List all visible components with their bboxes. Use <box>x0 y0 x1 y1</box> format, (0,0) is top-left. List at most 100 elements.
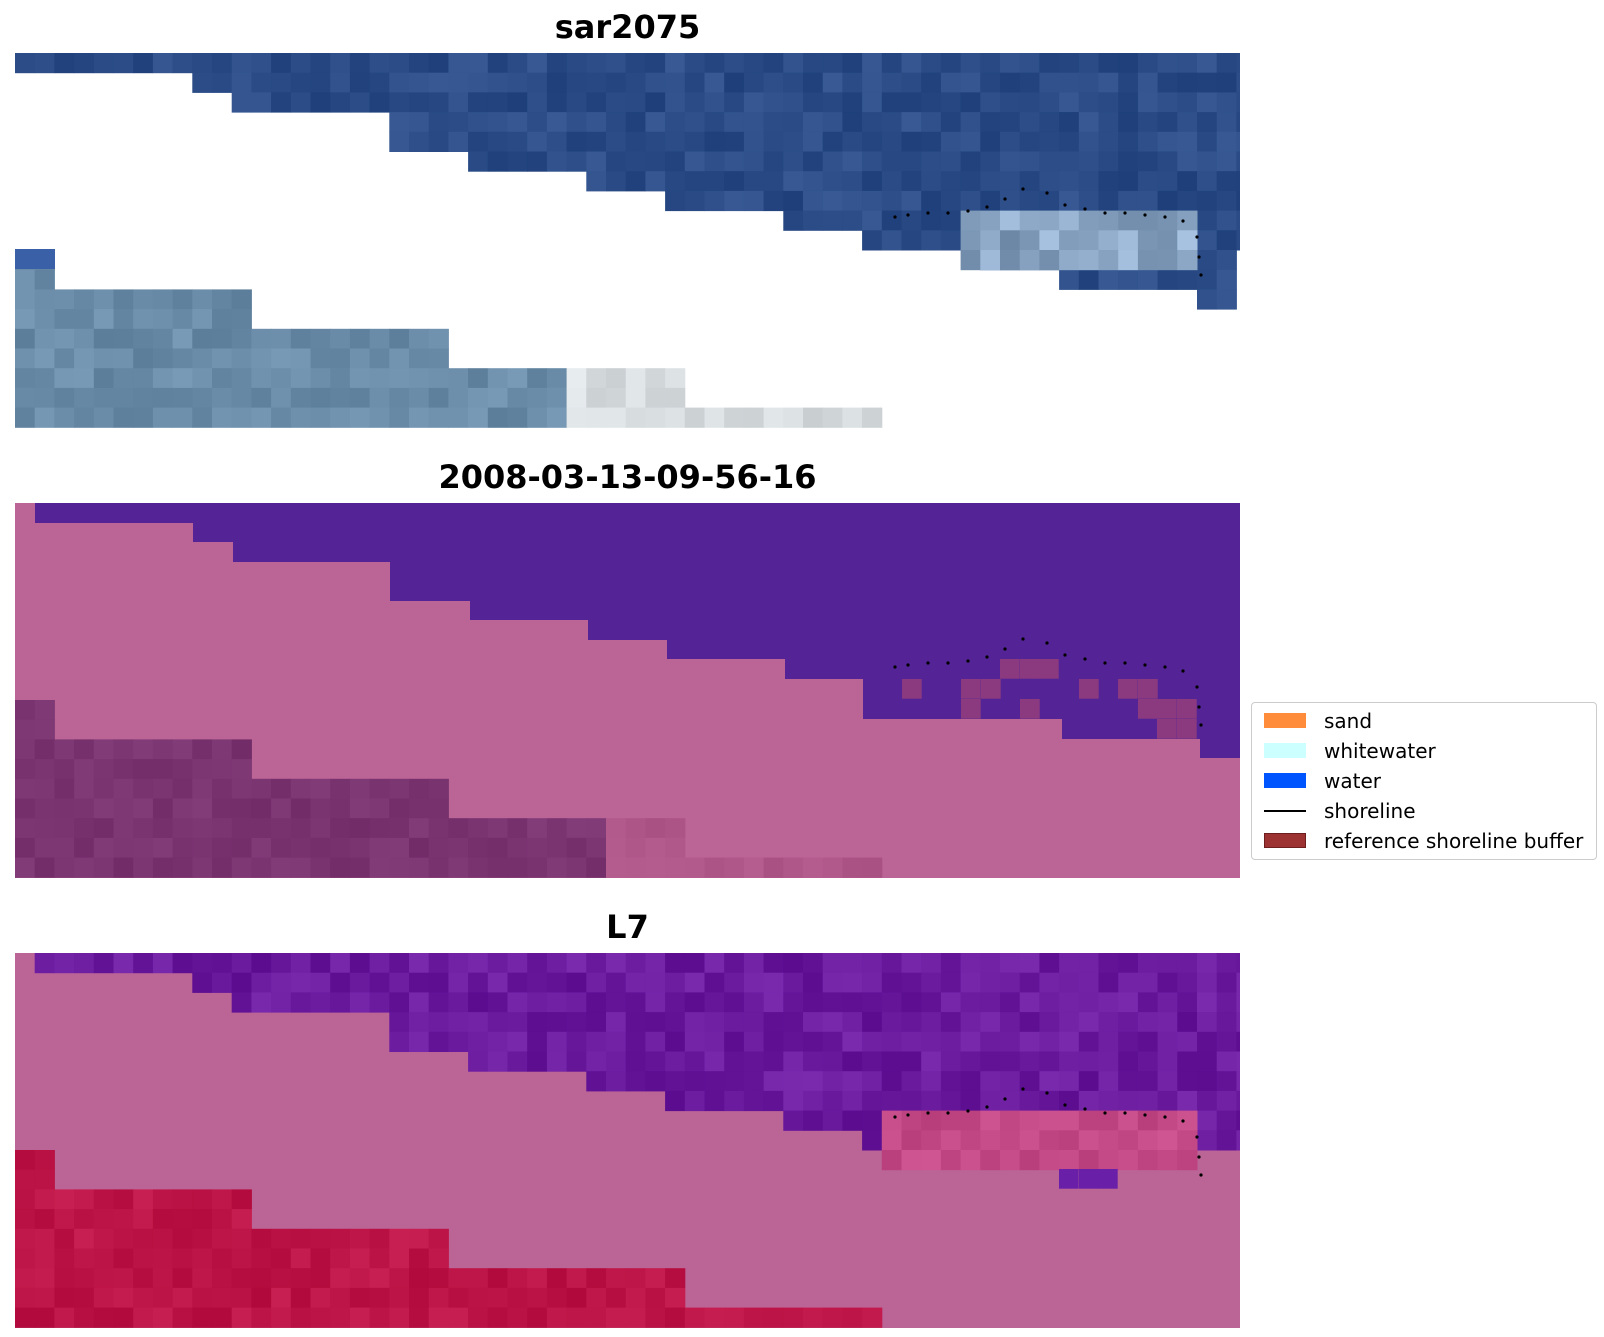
l7-red-pixel <box>231 1307 252 1328</box>
l7-sea-pixel <box>980 972 1001 993</box>
sar-water-pixel <box>606 53 627 74</box>
sar-water-pixel <box>645 151 666 172</box>
sar-water-pixel <box>1118 72 1139 93</box>
l7-red-pixel <box>310 1307 331 1328</box>
l7-sea-pixel <box>1137 1051 1159 1072</box>
sar-shallow-pixel <box>113 407 134 428</box>
l7-sea-pixel <box>684 1031 705 1052</box>
sar-water-pixel <box>54 53 75 74</box>
sar-water-pixel <box>527 151 548 172</box>
sar-water-pixel <box>586 131 607 152</box>
l7-buffer-pixel <box>1098 1150 1119 1171</box>
l7-red-pixel <box>468 1307 489 1328</box>
sar-water-pixel <box>1157 53 1178 74</box>
buffer-pixel <box>231 818 252 839</box>
sar-shallow-pixel <box>133 368 154 389</box>
sar-water-pixel <box>606 72 627 93</box>
sar-shallow-pixel <box>546 368 568 389</box>
sar-water-pixel <box>704 131 725 152</box>
sar-water-pixel <box>862 92 883 113</box>
l7-sea-pixel <box>546 1051 568 1072</box>
l7-sea-pixel <box>192 972 213 993</box>
l7-sea-pixel <box>1098 953 1119 974</box>
l7-sea-pixel <box>940 1090 962 1112</box>
buffer-pixel <box>251 857 272 878</box>
sar-water-pixel <box>842 112 863 133</box>
sar-shallow-pixel <box>74 309 95 330</box>
l7-sea-pixel <box>1118 1071 1139 1092</box>
buffer-pixel <box>428 778 449 799</box>
buffer-pixel <box>152 837 174 859</box>
buffer-pixel <box>133 798 154 819</box>
l7-sea-pixel <box>980 953 1001 974</box>
l7-sea-pixel <box>645 1031 666 1052</box>
l7-red-pixel <box>428 1268 449 1289</box>
sar-water-pixel <box>1197 289 1218 310</box>
l7-buffer-pixel <box>1000 1150 1021 1171</box>
sar-water-pixel <box>625 72 646 93</box>
sar-water-pixel <box>980 92 1001 113</box>
sar-shallow-pixel <box>310 328 331 349</box>
buffer-pixel <box>15 700 36 721</box>
l7-sea-pixel <box>1157 1090 1178 1112</box>
sar-shallow-pixel <box>409 328 430 349</box>
sar-white-pixel <box>763 407 784 428</box>
l7-red-pixel <box>665 1268 686 1289</box>
sar-water-pixel <box>349 92 371 113</box>
sar-water-pixel <box>743 92 765 113</box>
sar-shallow-pixel <box>192 348 213 369</box>
sar-water-pixel <box>1197 210 1218 231</box>
buffer-pixel <box>15 739 36 760</box>
buffer-pixel <box>172 778 193 799</box>
sar-water-pixel <box>625 151 646 172</box>
l7-red-pixel <box>113 1209 134 1230</box>
sar-shallow-pixel <box>428 407 449 428</box>
l7-sea-pixel <box>645 1051 666 1072</box>
sar-water-pixel <box>940 112 962 133</box>
buffer-pixel <box>290 837 311 859</box>
l7-red-pixel <box>684 1307 705 1328</box>
buffer-pixel <box>645 818 666 839</box>
sar-water-pixel <box>625 131 646 152</box>
l7-red-pixel <box>15 1189 36 1210</box>
sar-water-pixel <box>862 151 883 172</box>
buffer-pixel <box>54 798 75 819</box>
l7-sea-pixel <box>625 1031 646 1052</box>
l7-sea-pixel <box>1157 1031 1178 1052</box>
l7-sea-pixel <box>743 1071 765 1092</box>
l7-buffer-pixel <box>1078 1130 1099 1151</box>
sar-water-pixel <box>665 53 686 74</box>
l7-sea-pixel <box>921 992 942 1013</box>
sar-water-pixel <box>1216 92 1237 113</box>
buffer-pixel <box>1000 659 1020 679</box>
l7-sea-pixel <box>606 953 627 974</box>
l7-red-pixel <box>113 1268 134 1289</box>
l7-sea-pixel <box>1216 953 1237 974</box>
sar-shallow-pixel <box>93 309 114 330</box>
l7-sea-pixel <box>862 1031 883 1052</box>
shoreline-point <box>1083 207 1087 211</box>
l7-sea-pixel <box>724 1090 745 1112</box>
l7-sea-pixel <box>349 992 371 1013</box>
l7-sea-pixel <box>743 1012 765 1033</box>
sar-shallow-pixel <box>34 328 55 349</box>
sar-water-pixel <box>684 92 705 113</box>
buffer-pixel <box>349 837 371 859</box>
sar-water-pixel <box>645 112 666 133</box>
sar-water-pixel <box>1177 131 1198 152</box>
l7-sea-pixel <box>1019 972 1040 993</box>
legend-swatch-shoreline <box>1264 810 1306 812</box>
l7-buffer-pixel <box>1137 1150 1159 1171</box>
sar-water-pixel <box>803 53 824 74</box>
l7-sea-pixel <box>901 992 922 1013</box>
l7-red-pixel <box>34 1209 55 1230</box>
sar-water-pixel <box>842 151 863 172</box>
sar-water-pixel <box>684 112 705 133</box>
sar-water-pixel <box>842 72 863 93</box>
l7-sea-pixel <box>546 1012 568 1033</box>
l7-sea-pixel <box>1157 1012 1178 1033</box>
shoreline-point <box>1123 661 1127 665</box>
l7-sea-pixel <box>1216 1110 1237 1131</box>
l7-sea-pixel <box>763 1090 784 1112</box>
sar-water-pixel <box>862 72 883 93</box>
